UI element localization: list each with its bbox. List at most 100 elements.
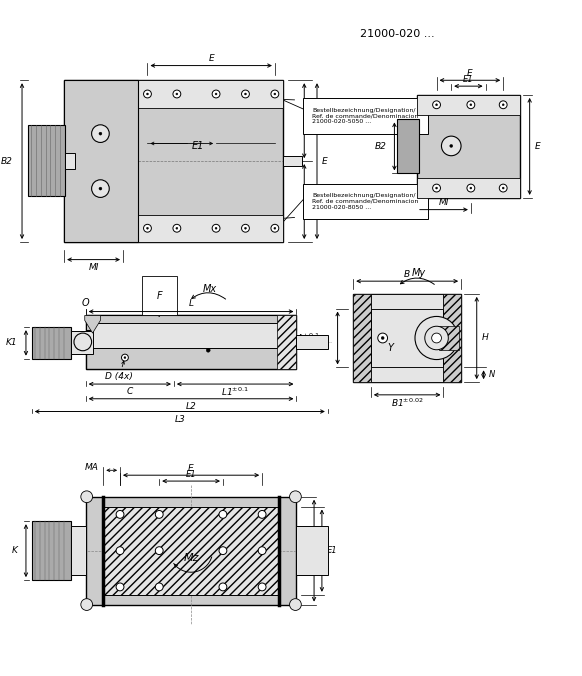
Text: E1: E1 (463, 75, 474, 84)
Text: H: H (482, 333, 488, 343)
Text: E1: E1 (191, 141, 204, 151)
Bar (32, 327, 71, 358)
Bar (296, 526, 328, 575)
Bar (443, 294, 461, 382)
Circle shape (467, 184, 475, 192)
Circle shape (290, 599, 301, 610)
Circle shape (258, 547, 266, 554)
Circle shape (242, 224, 249, 232)
Circle shape (258, 510, 266, 518)
Text: E1: E1 (186, 470, 196, 479)
Text: L2: L2 (186, 402, 197, 411)
Circle shape (122, 354, 129, 361)
Bar (371, 309, 443, 367)
Text: My: My (412, 268, 426, 279)
Circle shape (147, 93, 148, 95)
Circle shape (435, 187, 438, 189)
Circle shape (173, 224, 181, 232)
Circle shape (215, 227, 217, 229)
Circle shape (378, 333, 388, 343)
Text: MI: MI (439, 197, 449, 207)
Circle shape (271, 90, 279, 98)
Circle shape (206, 348, 210, 352)
Circle shape (144, 90, 151, 98)
Circle shape (119, 513, 121, 515)
Circle shape (502, 104, 504, 105)
Circle shape (244, 93, 246, 95)
Circle shape (502, 187, 504, 189)
Circle shape (81, 491, 93, 503)
Circle shape (158, 586, 160, 588)
Text: E2: E2 (309, 116, 321, 125)
Circle shape (261, 550, 263, 552)
Text: E: E (188, 464, 194, 473)
Bar (86, 316, 296, 369)
Circle shape (470, 104, 472, 105)
Bar (398, 120, 419, 173)
Circle shape (425, 327, 448, 349)
Bar (417, 95, 520, 114)
Circle shape (219, 583, 227, 591)
Text: MA: MA (84, 463, 98, 472)
Circle shape (124, 357, 126, 358)
Circle shape (435, 104, 438, 105)
Circle shape (155, 510, 163, 518)
Text: E: E (208, 54, 214, 64)
Text: Bestellbezeichnung/Designation/
Ref. de commande/Denominacion
21000-020-8050 ...: Bestellbezeichnung/Designation/ Ref. de … (312, 193, 418, 210)
Bar (353, 294, 371, 382)
Circle shape (222, 586, 224, 588)
Circle shape (499, 184, 507, 192)
Bar (91, 323, 292, 347)
Circle shape (432, 101, 441, 109)
Circle shape (99, 187, 102, 190)
Bar (64, 80, 283, 242)
Text: L3: L3 (175, 415, 185, 424)
Circle shape (212, 224, 220, 232)
Text: K: K (11, 546, 17, 555)
Circle shape (155, 547, 163, 554)
Circle shape (144, 224, 151, 232)
Circle shape (271, 224, 279, 232)
Circle shape (176, 227, 178, 229)
Circle shape (467, 101, 475, 109)
Circle shape (222, 550, 224, 552)
Bar (86, 316, 296, 330)
Circle shape (290, 491, 301, 503)
Text: L1$^{\pm0.1}$: L1$^{\pm0.1}$ (221, 386, 249, 398)
Circle shape (119, 550, 121, 552)
Circle shape (219, 510, 227, 518)
Text: Mz: Mz (183, 554, 199, 564)
Circle shape (116, 583, 124, 591)
Bar (86, 497, 296, 604)
Bar (71, 331, 93, 354)
Circle shape (242, 90, 249, 98)
Text: O: O (82, 297, 90, 308)
Circle shape (91, 125, 109, 143)
Text: E1: E1 (327, 546, 338, 555)
Circle shape (147, 227, 148, 229)
Circle shape (155, 583, 163, 591)
Circle shape (381, 337, 384, 339)
Text: B2: B2 (1, 157, 12, 166)
Circle shape (116, 510, 124, 518)
Text: Mx: Mx (203, 284, 217, 294)
Text: E: E (534, 142, 540, 151)
Circle shape (173, 90, 181, 98)
Text: MI: MI (88, 263, 99, 272)
Polygon shape (85, 316, 101, 333)
Text: B1$^{\pm0.02}$: B1$^{\pm0.02}$ (391, 397, 424, 409)
Text: Bestellbezeichnung/Designation/
Ref. de commande/Denominacion
21000-020-5050 ...: Bestellbezeichnung/Designation/ Ref. de … (312, 107, 418, 124)
Text: K1: K1 (5, 339, 17, 347)
Bar (64, 80, 283, 107)
Circle shape (219, 547, 227, 554)
Text: Y: Y (388, 343, 393, 353)
Bar (439, 327, 459, 349)
Circle shape (222, 513, 224, 515)
Text: D (4x): D (4x) (105, 361, 133, 381)
Text: B2: B2 (375, 142, 386, 151)
Circle shape (158, 513, 160, 515)
Text: N: N (488, 370, 495, 379)
Circle shape (81, 599, 93, 610)
Bar (296, 335, 328, 349)
Text: C: C (127, 387, 133, 396)
